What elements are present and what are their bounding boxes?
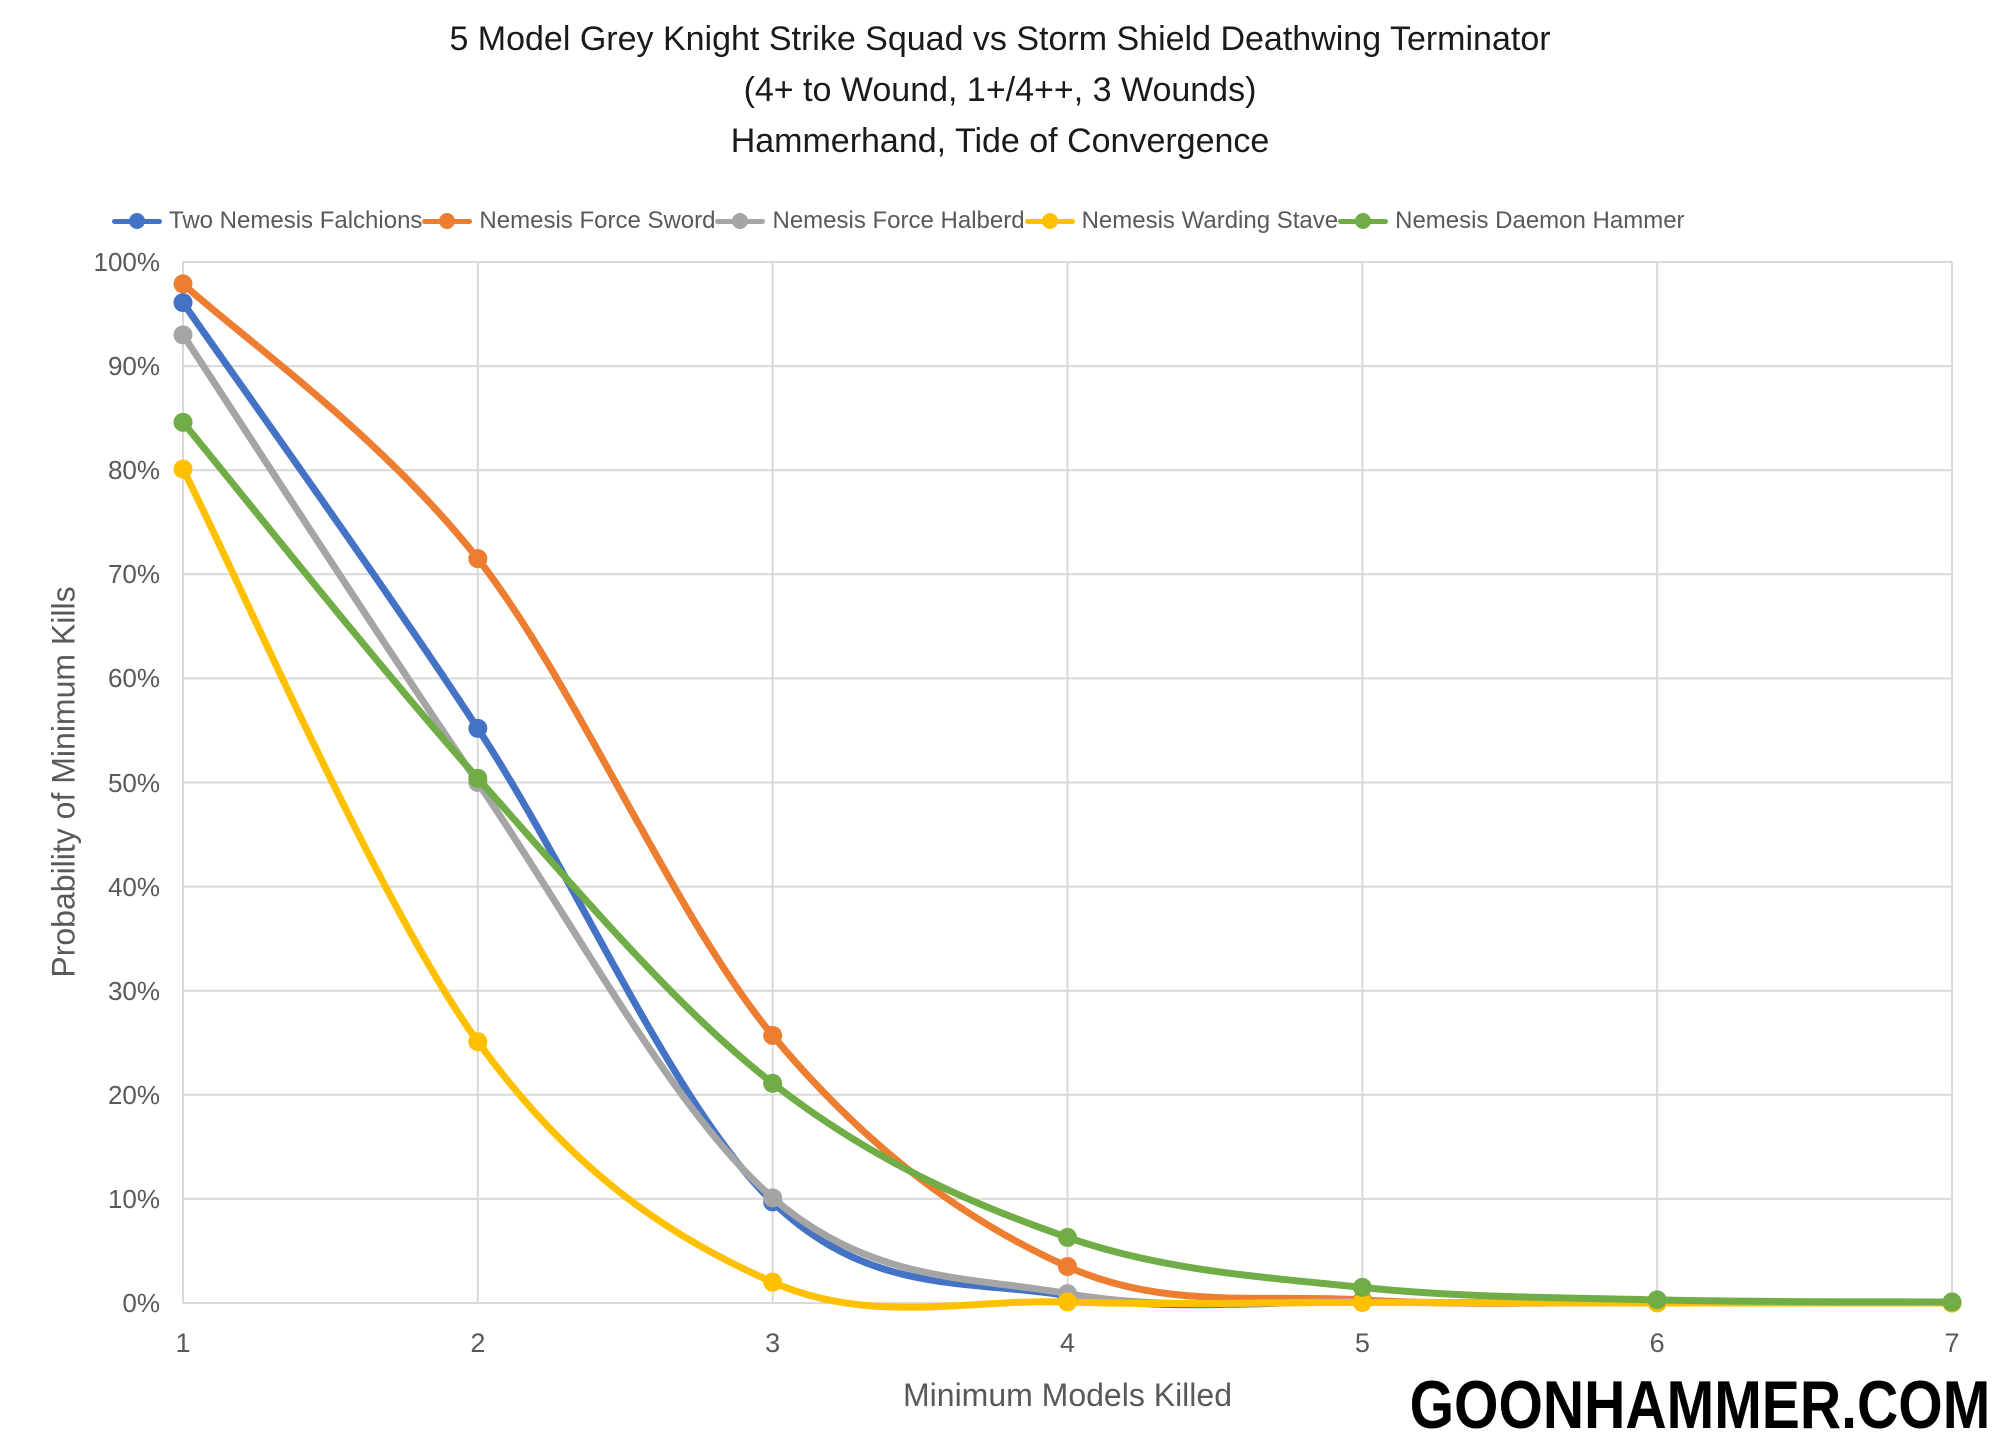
chart-title: 5 Model Grey Knight Strike Squad vs Stor… <box>0 14 2000 167</box>
legend-marker-icon <box>1338 212 1389 230</box>
goonhammer-watermark: GOONHAMMER.COM <box>1409 1367 1990 1443</box>
legend-item-two-nemesis-falchions: Two Nemesis Falchions <box>112 207 422 235</box>
legend-label: Nemesis Warding Stave <box>1081 207 1339 234</box>
y-tick-label-70pct: 70% <box>107 559 160 590</box>
y-tick-label-60pct: 60% <box>107 663 160 694</box>
legend-item-nemesis-force-halberd: Nemesis Force Halberd <box>715 207 1025 235</box>
y-tick-label-0pct: 0% <box>122 1288 160 1318</box>
data-point-nemesis-daemon-hammer-x2 <box>468 768 488 788</box>
data-point-nemesis-force-sword-x3 <box>763 1025 783 1045</box>
legend-label: Nemesis Force Halberd <box>772 207 1025 234</box>
legend-marker-icon <box>715 212 766 230</box>
data-point-nemesis-daemon-hammer-x6 <box>1647 1290 1667 1310</box>
data-point-nemesis-warding-stave-x5 <box>1352 1292 1372 1312</box>
data-point-nemesis-daemon-hammer-x3 <box>763 1073 783 1093</box>
x-tick-label-5: 5 <box>1354 1328 1370 1358</box>
legend-dot-swatch <box>129 213 145 229</box>
legend-label: Two Nemesis Falchions <box>169 207 423 234</box>
chart-title-line-3: Hammerhand, Tide of Convergence <box>730 122 1270 160</box>
legend-label: Nemesis Force Sword <box>479 207 716 234</box>
legend-label: Nemesis Daemon Hammer <box>1395 207 1685 234</box>
data-point-nemesis-force-halberd-x1 <box>173 325 193 345</box>
y-tick-label-40pct: 40% <box>107 871 160 902</box>
data-point-nemesis-daemon-hammer-x1 <box>173 412 193 432</box>
x-tick-label-6: 6 <box>1649 1328 1665 1358</box>
y-tick-label-90pct: 90% <box>107 351 160 382</box>
data-point-nemesis-warding-stave-x4 <box>1058 1292 1077 1312</box>
y-tick-label-50pct: 50% <box>107 767 160 798</box>
y-tick-label-10pct: 10% <box>107 1183 160 1214</box>
data-point-nemesis-daemon-hammer-x7 <box>1942 1292 1962 1312</box>
data-point-nemesis-daemon-hammer-x4 <box>1058 1227 1077 1247</box>
legend-dot-swatch <box>439 213 456 229</box>
chart-legend: Two Nemesis Falchions Nemesis Force Sword… <box>112 198 1685 244</box>
chart-title-line-1: 5 Model Grey Knight Strike Squad vs Stor… <box>449 20 1551 58</box>
data-point-nemesis-force-sword-x2 <box>468 549 488 569</box>
data-point-nemesis-warding-stave-x1 <box>173 459 193 479</box>
y-tick-label-30pct: 30% <box>107 975 160 1006</box>
x-tick-label-4: 4 <box>1059 1328 1076 1358</box>
data-point-two-nemesis-falchions-x2 <box>468 718 488 738</box>
y-axis-title: Probability of Minimum Kills <box>45 586 82 978</box>
legend-dot-swatch <box>1355 213 1372 229</box>
x-tick-label-3: 3 <box>765 1328 781 1358</box>
legend-marker-icon <box>1024 212 1075 230</box>
chart-title-line-2: (4+ to Wound, 1+/4++, 3 Wounds) <box>743 71 1257 109</box>
y-tick-label-80pct: 80% <box>107 455 160 486</box>
data-point-nemesis-force-sword-x1 <box>173 274 193 294</box>
legend-dot-swatch <box>1041 213 1058 229</box>
legend-dot-swatch <box>732 213 749 229</box>
y-tick-label-20pct: 20% <box>107 1079 160 1110</box>
x-axis-title: Minimum Models Killed <box>903 1377 1232 1413</box>
data-point-nemesis-warding-stave-x2 <box>468 1032 488 1052</box>
data-point-nemesis-daemon-hammer-x5 <box>1352 1277 1372 1297</box>
x-tick-label-7: 7 <box>1944 1328 1960 1358</box>
data-point-nemesis-force-sword-x4 <box>1058 1257 1077 1277</box>
legend-marker-icon <box>112 212 162 230</box>
y-tick-label-100pct: 100% <box>93 247 161 277</box>
data-point-two-nemesis-falchions-x1 <box>173 293 193 313</box>
data-point-nemesis-warding-stave-x3 <box>763 1272 783 1292</box>
legend-marker-icon <box>422 212 473 230</box>
legend-item-nemesis-daemon-hammer: Nemesis Daemon Hammer <box>1338 207 1685 235</box>
legend-item-nemesis-force-sword: Nemesis Force Sword <box>422 207 715 235</box>
x-tick-label-1: 1 <box>175 1328 191 1358</box>
data-point-nemesis-force-halberd-x3 <box>763 1188 783 1208</box>
legend-item-nemesis-warding-stave: Nemesis Warding Stave <box>1024 207 1339 235</box>
x-tick-label-2: 2 <box>470 1328 486 1358</box>
